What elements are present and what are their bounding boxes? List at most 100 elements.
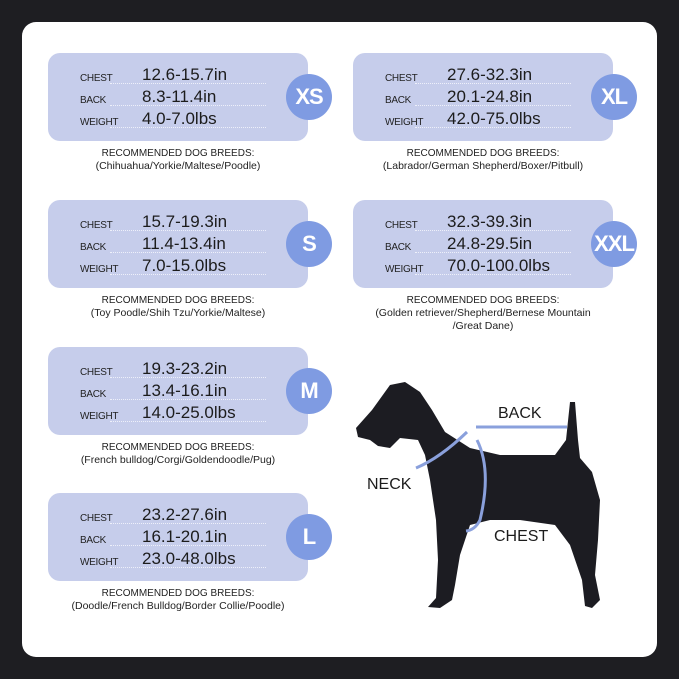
- breeds-heading: RECOMMENDED DOG BREEDS:: [101, 295, 255, 306]
- chest-row: CHEST 32.3-39.3in: [385, 212, 571, 233]
- chest-row: CHEST 12.6-15.7in: [80, 65, 266, 86]
- size-card-s: CHEST 15.7-19.3in BACK 11.4-13.4in WEIGHT 7.0…: [48, 200, 332, 288]
- back-value: 13.4-16.1in: [142, 381, 228, 400]
- back-label: BACK: [385, 95, 412, 106]
- dotted-leader: [110, 523, 266, 524]
- neck-label: NECK: [367, 476, 412, 493]
- back-row: BACK 13.4-16.1in: [80, 381, 266, 402]
- breeds-heading: RECOMMENDED DOG BREEDS:: [406, 148, 560, 159]
- back-value: 20.1-24.8in: [447, 87, 533, 106]
- back-value: 8.3-11.4in: [142, 87, 217, 106]
- back-row: BACK 24.8-29.5in: [385, 234, 571, 255]
- size-badge: XXL: [591, 221, 637, 267]
- chest-row: CHEST 19.3-23.2in: [80, 359, 266, 380]
- breeds-s: RECOMMENDED DOG BREEDS: (Toy Poodle/Shih …: [33, 294, 323, 320]
- breeds-list: (Golden retriever/Shepherd/Bernese Mount…: [375, 307, 591, 319]
- weight-row: WEIGHT 70.0-100.0lbs: [385, 256, 571, 277]
- chest-row: CHEST 23.2-27.6in: [80, 505, 266, 526]
- back-row: BACK 20.1-24.8in: [385, 87, 571, 108]
- breeds-heading: RECOMMENDED DOG BREEDS:: [101, 148, 255, 159]
- dotted-leader: [415, 105, 571, 106]
- breeds-xxl: RECOMMENDED DOG BREEDS: (Golden retriever…: [338, 294, 628, 333]
- back-row: BACK 8.3-11.4in: [80, 87, 266, 108]
- chest-label: CHEST: [385, 220, 418, 231]
- chest-label: CHEST: [80, 513, 113, 524]
- back-label: BACK: [80, 242, 107, 253]
- breeds-list: (Labrador/German Shepherd/Boxer/Pitbull): [382, 160, 584, 172]
- back-value: 11.4-13.4in: [142, 234, 226, 253]
- chest-label: CHEST: [494, 528, 549, 545]
- back-label: BACK: [385, 242, 412, 253]
- chest-measure-line: [465, 439, 487, 533]
- weight-row: WEIGHT 42.0-75.0lbs: [385, 109, 571, 130]
- weight-row: WEIGHT 23.0-48.0lbs: [80, 549, 266, 570]
- chest-label: CHEST: [80, 367, 113, 378]
- dotted-leader: [415, 127, 571, 128]
- dog-silhouette: [356, 382, 600, 608]
- dotted-leader: [110, 274, 266, 275]
- dotted-leader: [110, 421, 266, 422]
- dotted-leader: [110, 83, 266, 84]
- weight-label: WEIGHT: [80, 411, 119, 422]
- size-card-m: CHEST 19.3-23.2in BACK 13.4-16.1in WEIGHT 14.…: [48, 347, 332, 435]
- back-row: BACK 11.4-13.4in: [80, 234, 266, 255]
- breeds-list: (French bulldog/Corgi/Goldendoodle/Pug): [80, 454, 276, 466]
- chest-value: 32.3-39.3in: [447, 212, 533, 231]
- back-value: 16.1-20.1in: [142, 527, 228, 546]
- breeds-heading: RECOMMENDED DOG BREEDS:: [406, 295, 560, 306]
- chest-value: 23.2-27.6in: [142, 505, 228, 524]
- chest-label: CHEST: [80, 73, 113, 84]
- size-badge: S: [286, 221, 332, 267]
- dotted-leader: [110, 252, 266, 253]
- weight-label: WEIGHT: [80, 557, 119, 568]
- weight-value: 7.0-15.0lbs: [142, 256, 227, 275]
- back-label: BACK: [80, 95, 107, 106]
- breeds-m: RECOMMENDED DOG BREEDS: (French bulldog/C…: [33, 441, 323, 467]
- weight-label: WEIGHT: [385, 264, 424, 275]
- dotted-leader: [110, 567, 266, 568]
- back-row: BACK 16.1-20.1in: [80, 527, 266, 548]
- breeds-xl: RECOMMENDED DOG BREEDS: (Labrador/German …: [338, 147, 628, 173]
- chest-value: 12.6-15.7in: [142, 65, 228, 84]
- size-card-xl: CHEST 27.6-32.3in BACK 20.1-24.8in WEIGHT 42.…: [353, 53, 637, 141]
- neck-measure-line: [415, 430, 469, 470]
- breeds-list: (Toy Poodle/Shih Tzu/Yorkie/Maltese): [90, 307, 266, 319]
- dotted-leader: [415, 230, 571, 231]
- breeds-l: RECOMMENDED DOG BREEDS: (Doodle/French Bu…: [33, 587, 323, 613]
- weight-row: WEIGHT 14.0-25.0lbs: [80, 403, 266, 424]
- weight-value: 4.0-7.0lbs: [142, 109, 217, 128]
- chest-value: 27.6-32.3in: [447, 65, 533, 84]
- chest-value: 19.3-23.2in: [142, 359, 228, 378]
- breeds-list: (Doodle/French Bulldog/Border Collie/Poo…: [71, 600, 285, 612]
- chest-value: 15.7-19.3in: [142, 212, 228, 231]
- dotted-leader: [110, 230, 266, 231]
- breeds-heading: RECOMMENDED DOG BREEDS:: [101, 442, 255, 453]
- weight-value: 42.0-75.0lbs: [447, 109, 541, 128]
- dotted-leader: [415, 274, 571, 275]
- breeds-heading: RECOMMENDED DOG BREEDS:: [101, 588, 255, 599]
- dotted-leader: [110, 105, 266, 106]
- dotted-leader: [415, 83, 571, 84]
- weight-label: WEIGHT: [80, 264, 119, 275]
- dotted-leader: [110, 399, 266, 400]
- weight-value: 14.0-25.0lbs: [142, 403, 236, 422]
- back-label: BACK: [80, 389, 107, 400]
- size-card-xxl: CHEST 32.3-39.3in BACK 24.8-29.5in WEIGHT 70.…: [353, 200, 637, 288]
- chest-row: CHEST 27.6-32.3in: [385, 65, 571, 86]
- weight-row: WEIGHT 7.0-15.0lbs: [80, 256, 266, 277]
- weight-row: WEIGHT 4.0-7.0lbs: [80, 109, 266, 130]
- back-label: BACK: [80, 535, 107, 546]
- dotted-leader: [110, 545, 266, 546]
- size-badge: XS: [286, 74, 332, 120]
- chest-label: CHEST: [385, 73, 418, 84]
- chest-label: CHEST: [80, 220, 113, 231]
- back-value: 24.8-29.5in: [447, 234, 533, 253]
- breeds-list: /Great Dane): [452, 320, 514, 332]
- size-badge: L: [286, 514, 332, 560]
- size-card-xs: CHEST 12.6-15.7in BACK 8.3-11.4in WEIGHT 4.0-…: [48, 53, 332, 141]
- dotted-leader: [110, 127, 266, 128]
- size-card-l: CHEST 23.2-27.6in BACK 16.1-20.1in WEIGHT 23.…: [48, 493, 332, 581]
- breeds-list: (Chihuahua/Yorkie/Maltese/Poodle): [95, 160, 261, 172]
- weight-label: WEIGHT: [80, 117, 119, 128]
